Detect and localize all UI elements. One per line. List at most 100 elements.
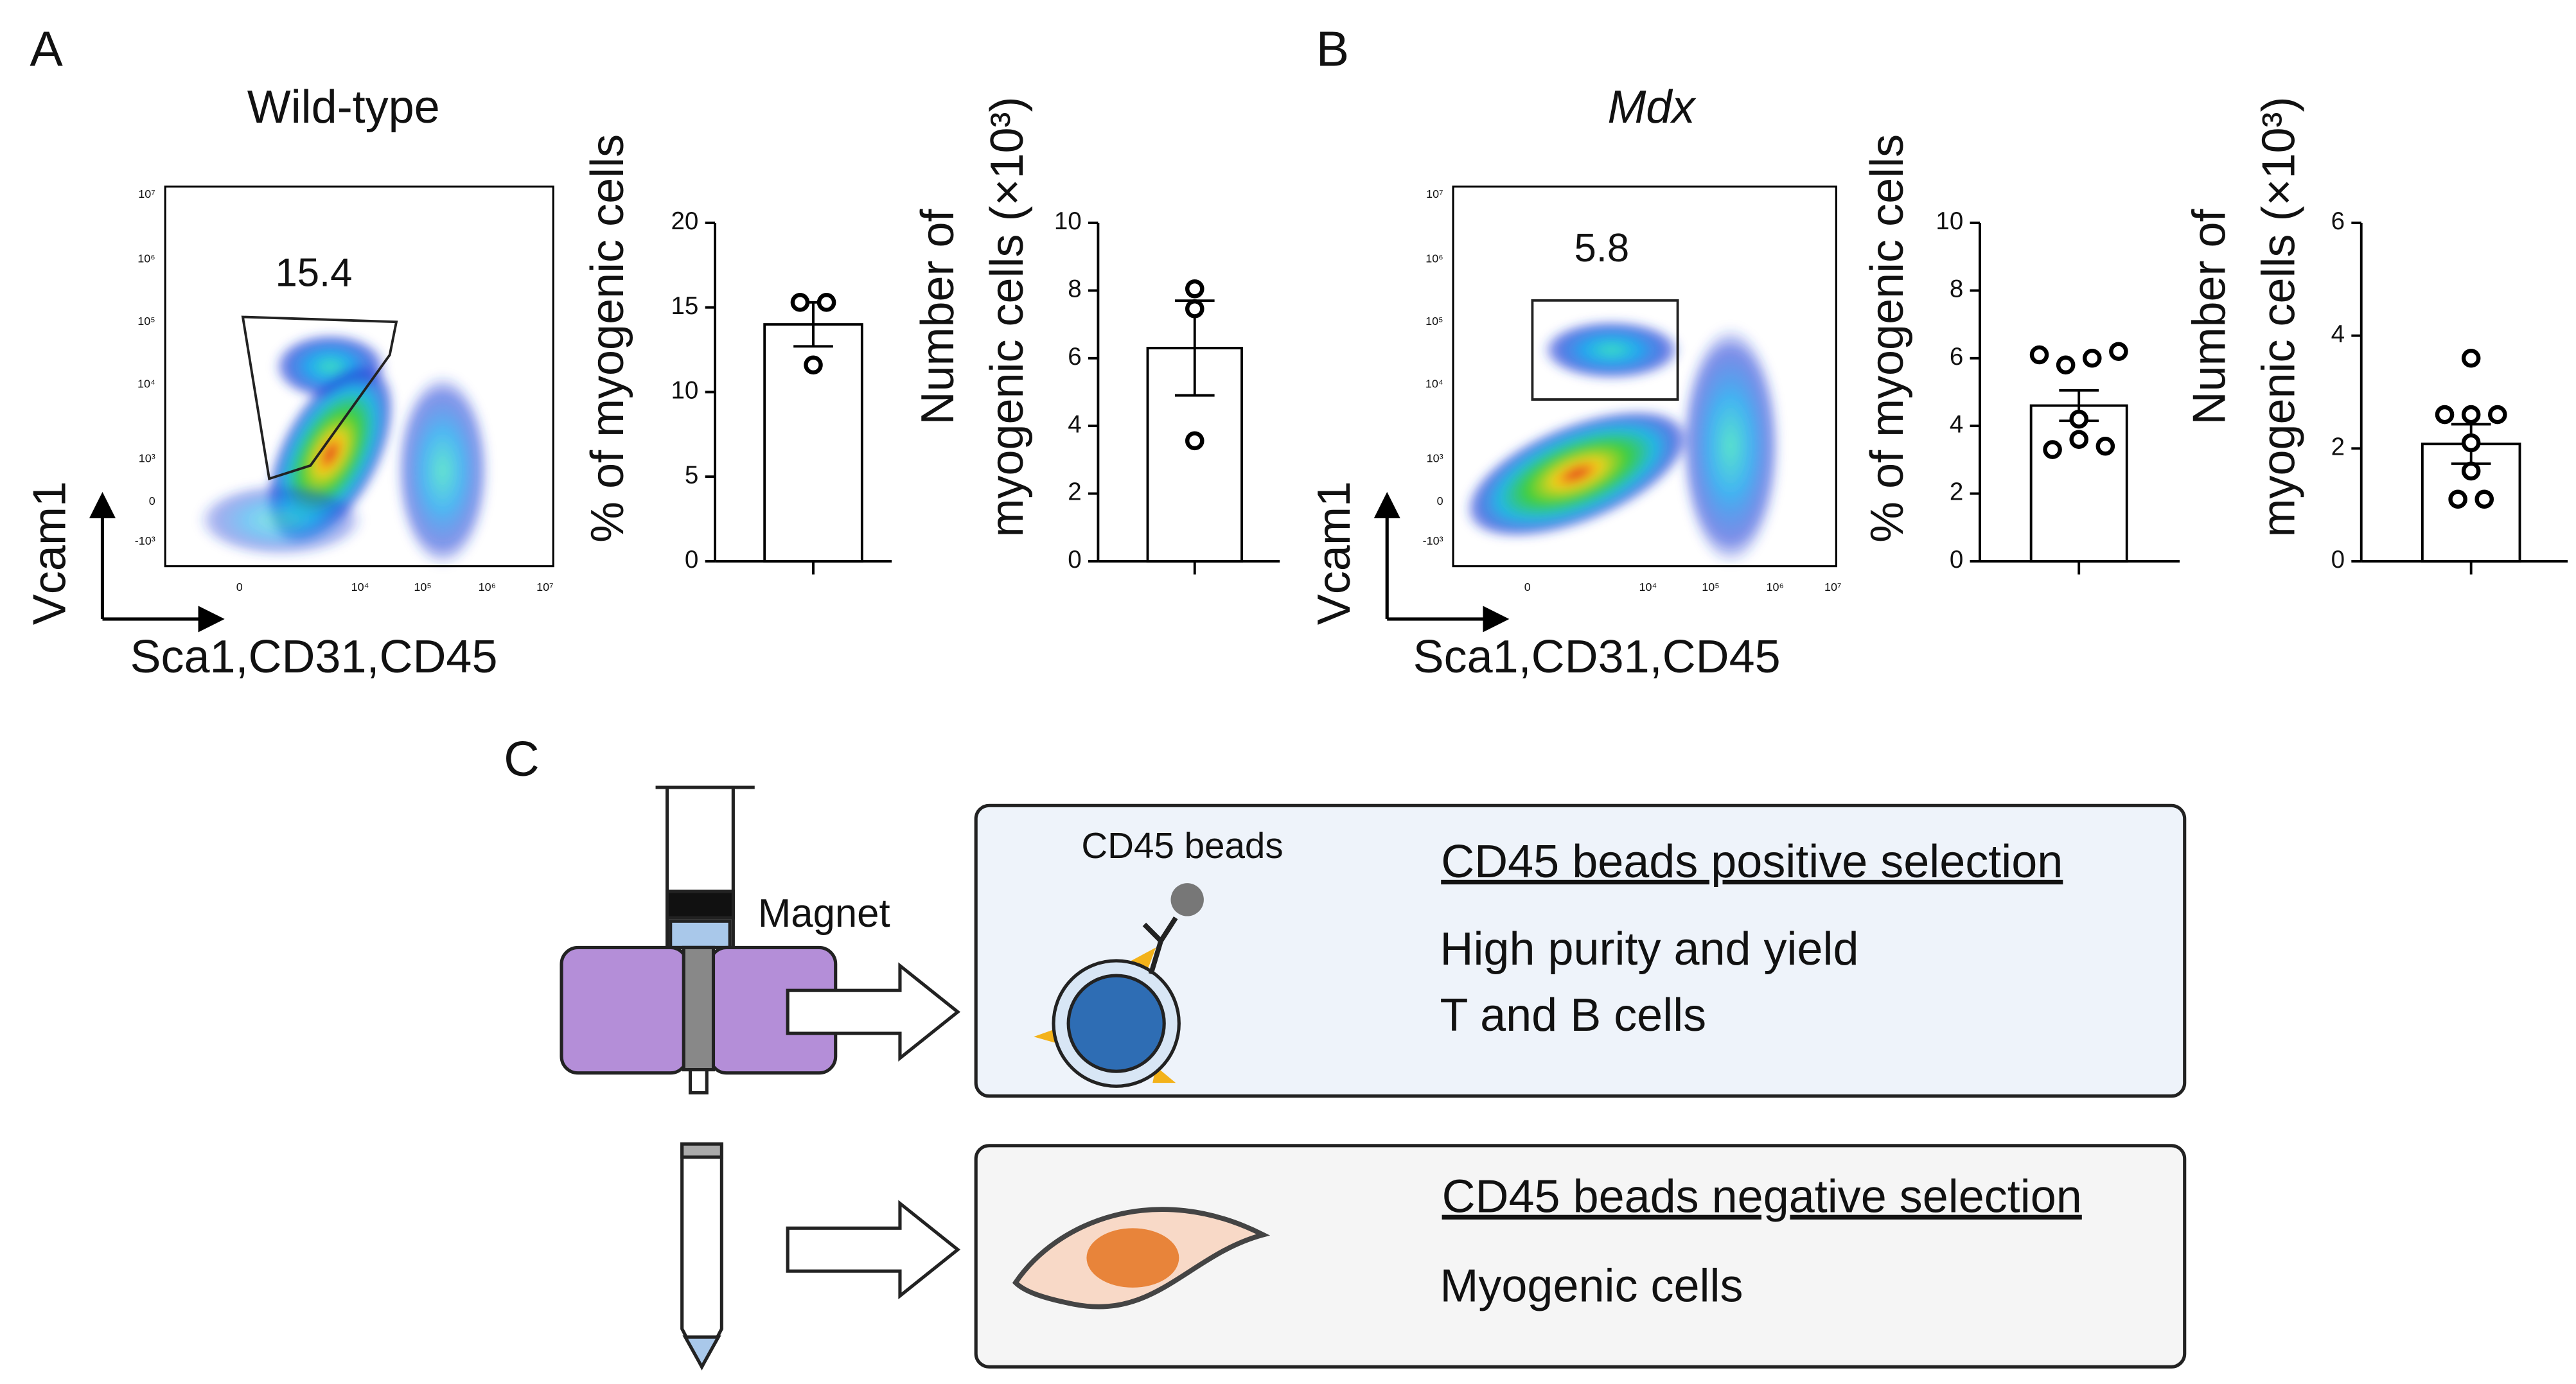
y-tick-label: 8 [1068, 276, 1081, 303]
y-axis-label: % of myogenic cells [582, 134, 633, 543]
gate [1531, 299, 1679, 401]
data-point [2448, 489, 2467, 509]
y-tick-label: 6 [1950, 343, 1963, 371]
panel-label: B [1316, 22, 1349, 77]
data-point [2056, 355, 2076, 375]
y-tick-label: 4 [1068, 410, 1081, 438]
data-point [1185, 299, 1204, 319]
x-tick-label: 10⁷ [1824, 581, 1842, 593]
y-axis-label: Number of [912, 209, 964, 425]
y-tick-label: 20 [671, 207, 698, 235]
y-tick-label: -10³ [135, 534, 155, 547]
x-axis-label: Sca1,CD31,CD45 [1413, 631, 1781, 683]
y-tick-label: 10⁶ [137, 252, 155, 265]
y-axis-label: Vcam1 [1309, 481, 1360, 625]
y-tick-label: 4 [1950, 410, 1963, 438]
y-tick-label: 0 [1068, 546, 1081, 574]
bar [2029, 404, 2128, 563]
data-point [2461, 348, 2481, 368]
data-point [2029, 345, 2049, 365]
x-tick-label: 10⁷ [536, 581, 554, 593]
plot-frame [164, 185, 554, 568]
y-tick-label: 8 [1950, 276, 1963, 303]
y-tick-label: 10⁷ [1426, 188, 1443, 200]
y-tick-label: 10⁵ [137, 315, 155, 328]
box-title: CD45 beads positive selection [1441, 836, 2063, 888]
y-tick-label: 0 [149, 495, 155, 507]
box-positive [974, 803, 2187, 1098]
y-tick-label: 0 [685, 546, 698, 574]
y-tick-label: 10⁷ [138, 188, 155, 200]
y-tick-label: 10⁴ [1425, 378, 1443, 390]
x-tick-label: 0 [1524, 581, 1531, 593]
box-line: High purity and yield [1440, 924, 1858, 975]
x-tick-label: 10⁶ [479, 581, 496, 593]
cell-with-bead [1034, 883, 1204, 1088]
data-point [2109, 342, 2128, 362]
arrow [786, 962, 961, 1062]
x-tick-label: 0 [236, 581, 243, 593]
y-tick-label: 0 [1950, 546, 1963, 574]
gate-value: 15.4 [275, 251, 352, 295]
plot-title: Wild-type [247, 82, 440, 133]
data-point [2095, 436, 2115, 456]
tube [680, 1142, 723, 1371]
data-point [2461, 405, 2481, 425]
y-tick-label: 10 [671, 377, 698, 405]
box-line: T and B cells [1440, 990, 1706, 1041]
y-tick-label: 0 [2331, 546, 2345, 574]
box-negative [974, 1144, 2187, 1369]
data-point [804, 355, 823, 375]
y-tick-label: 2 [1950, 478, 1963, 506]
data-point [2461, 461, 2481, 481]
panel-label: C [504, 731, 540, 787]
arrow [786, 1200, 961, 1300]
y-tick-label: 4 [2331, 320, 2345, 348]
y-tick-label: -10³ [1423, 534, 1443, 547]
x-tick-label: 10⁵ [1702, 581, 1719, 593]
data-point [816, 293, 836, 312]
data-point [2082, 348, 2102, 368]
syringe [560, 785, 838, 1095]
y-tick-label: 10⁵ [1425, 315, 1443, 328]
density-wt [198, 333, 489, 566]
y-axis-label: myogenic cells (×10³) [2253, 97, 2304, 538]
y-axis-label: myogenic cells (×10³) [982, 97, 1033, 538]
plot-frame [1452, 185, 1837, 568]
data-point [2461, 433, 2481, 453]
x-tick-label: 10⁶ [1767, 581, 1784, 593]
box-line: Myogenic cells [1440, 1260, 1743, 1311]
y-tick-label: 5 [685, 461, 698, 489]
data-point [2435, 405, 2455, 425]
y-axis-label: Number of [2183, 209, 2235, 425]
myogenic-cell [1012, 1207, 1271, 1310]
y-tick-label: 6 [1068, 343, 1081, 371]
x-tick-label: 10⁴ [351, 581, 369, 593]
y-tick-label: 2 [2331, 433, 2345, 460]
data-point [2043, 440, 2062, 459]
y-tick-label: 10⁴ [137, 378, 155, 390]
y-tick-label: 0 [1437, 495, 1443, 507]
y-tick-label: 6 [2331, 207, 2345, 235]
x-tick-label: 10⁴ [1639, 581, 1657, 593]
box-title: CD45 beads negative selection [1442, 1171, 2082, 1223]
data-point [2069, 409, 2088, 429]
y-axis-label: % of myogenic cells [1862, 134, 1913, 543]
y-tick-label: 10 [1054, 207, 1082, 235]
magnet-label: Magnet [758, 891, 890, 936]
panel-label: A [30, 22, 63, 77]
gate-value: 5.8 [1575, 226, 1630, 270]
y-tick-label: 10³ [139, 451, 155, 464]
y-tick-label: 2 [1068, 478, 1081, 506]
y-tick-label: 10³ [1427, 451, 1443, 464]
x-axis-label: Sca1,CD31,CD45 [130, 631, 497, 683]
y-axis-label: Vcam1 [24, 481, 75, 625]
y-tick-label: 10⁶ [1425, 252, 1443, 265]
gate [241, 315, 398, 480]
plot-title: Mdx [1607, 82, 1697, 133]
x-tick-label: 10⁵ [414, 581, 431, 593]
y-tick-label: 15 [671, 292, 698, 320]
data-point [2488, 405, 2507, 425]
